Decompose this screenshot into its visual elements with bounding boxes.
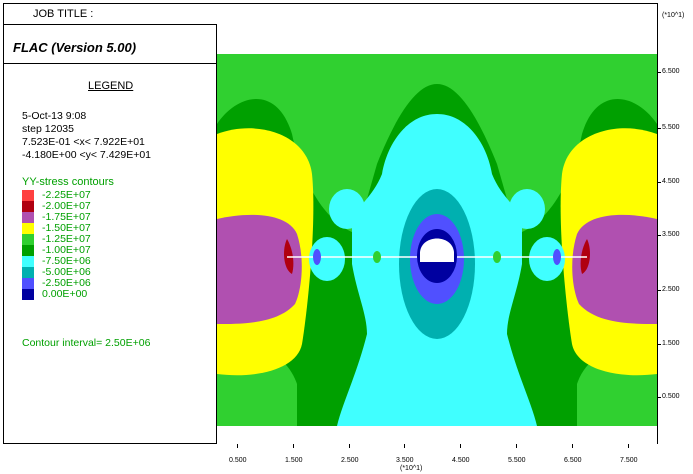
x-tick-label: 2.500 [341, 457, 359, 464]
y-tick-mark [657, 235, 661, 236]
legend-label: -2.50E+06 [42, 277, 91, 289]
y-tick-mark [657, 72, 661, 73]
legend-date: 5-Oct-13 9:08 [22, 110, 87, 122]
x-tick-mark [349, 444, 350, 448]
legend-label: -2.25E+07 [42, 189, 91, 201]
contour-band [572, 214, 657, 324]
legend-step: step 12035 [22, 123, 74, 135]
legend-swatch [22, 223, 34, 234]
legend-swatch [22, 278, 34, 289]
program-title-box [3, 24, 217, 64]
y-tick-label: 1.500 [662, 340, 680, 347]
x-tick-label: 6.500 [564, 457, 582, 464]
contour-interval: Contour interval= 2.50E+06 [22, 337, 151, 349]
legend-label: -2.00E+07 [42, 200, 91, 212]
y-tick-label: 3.500 [662, 231, 680, 238]
legend-swatch [22, 256, 34, 267]
y-tick-label: 5.500 [662, 124, 680, 131]
contour-band [217, 214, 302, 324]
y-tick-label: 4.500 [662, 178, 680, 185]
legend-y-range: -4.180E+00 <y< 7.429E+01 [22, 149, 152, 161]
legend-swatch [22, 212, 34, 223]
legend-swatch [22, 201, 34, 212]
contour-band [493, 251, 501, 263]
legend-swatch [22, 267, 34, 278]
job-title: JOB TITLE : [33, 8, 94, 20]
legend-label: -1.25E+07 [42, 233, 91, 245]
x-tick-label: 1.500 [285, 457, 303, 464]
x-tick-label: 7.500 [620, 457, 638, 464]
x-tick-mark [516, 444, 517, 448]
legend-swatch [22, 245, 34, 256]
contour-band [529, 237, 565, 281]
legend-panel [3, 24, 217, 444]
y-tick-label: 6.500 [662, 68, 680, 75]
legend-label: -7.50E+06 [42, 255, 91, 267]
x-axis-multiplier: (*10^1) [400, 465, 423, 472]
contour-band [313, 249, 321, 265]
contour-band [309, 237, 345, 281]
legend-label: -5.00E+06 [42, 266, 91, 278]
legend-x-range: 7.523E-01 <x< 7.922E+01 [22, 136, 145, 148]
x-tick-mark [628, 444, 629, 448]
legend-label: -1.50E+07 [42, 222, 91, 234]
x-tick-mark [404, 444, 405, 448]
legend-swatch [22, 190, 34, 201]
x-tick-mark [237, 444, 238, 448]
y-tick-mark [657, 290, 661, 291]
y-tick-mark [657, 344, 661, 345]
x-tick-label: 3.500 [396, 457, 414, 464]
contour-title: YY-stress contours [22, 176, 114, 188]
legend-title: LEGEND [88, 80, 134, 92]
y-tick-mark [657, 182, 661, 183]
contour-band [373, 251, 381, 263]
excavation-void [420, 238, 454, 262]
x-tick-mark [293, 444, 294, 448]
stress-contour-plot [217, 24, 657, 444]
y-tick-label: 2.500 [662, 286, 680, 293]
program-title: FLAC (Version 5.00) [13, 40, 137, 55]
x-tick-mark [572, 444, 573, 448]
y-tick-label: 0.500 [662, 393, 680, 400]
legend-label: 0.00E+00 [42, 288, 88, 300]
legend-swatch [22, 234, 34, 245]
x-tick-label: 5.500 [508, 457, 526, 464]
title-row [3, 3, 658, 25]
x-tick-label: 4.500 [452, 457, 470, 464]
contour-band [329, 189, 365, 229]
y-tick-mark [657, 128, 661, 129]
contour-band [509, 189, 545, 229]
y-tick-mark [657, 397, 661, 398]
y-axis-multiplier: (*10^1) [662, 12, 685, 19]
contour-band [553, 249, 561, 265]
legend-label: -1.00E+07 [42, 244, 91, 256]
x-tick-mark [460, 444, 461, 448]
x-tick-label: 0.500 [229, 457, 247, 464]
contour-band [217, 54, 657, 234]
legend-swatch [22, 289, 34, 300]
legend-label: -1.75E+07 [42, 211, 91, 223]
